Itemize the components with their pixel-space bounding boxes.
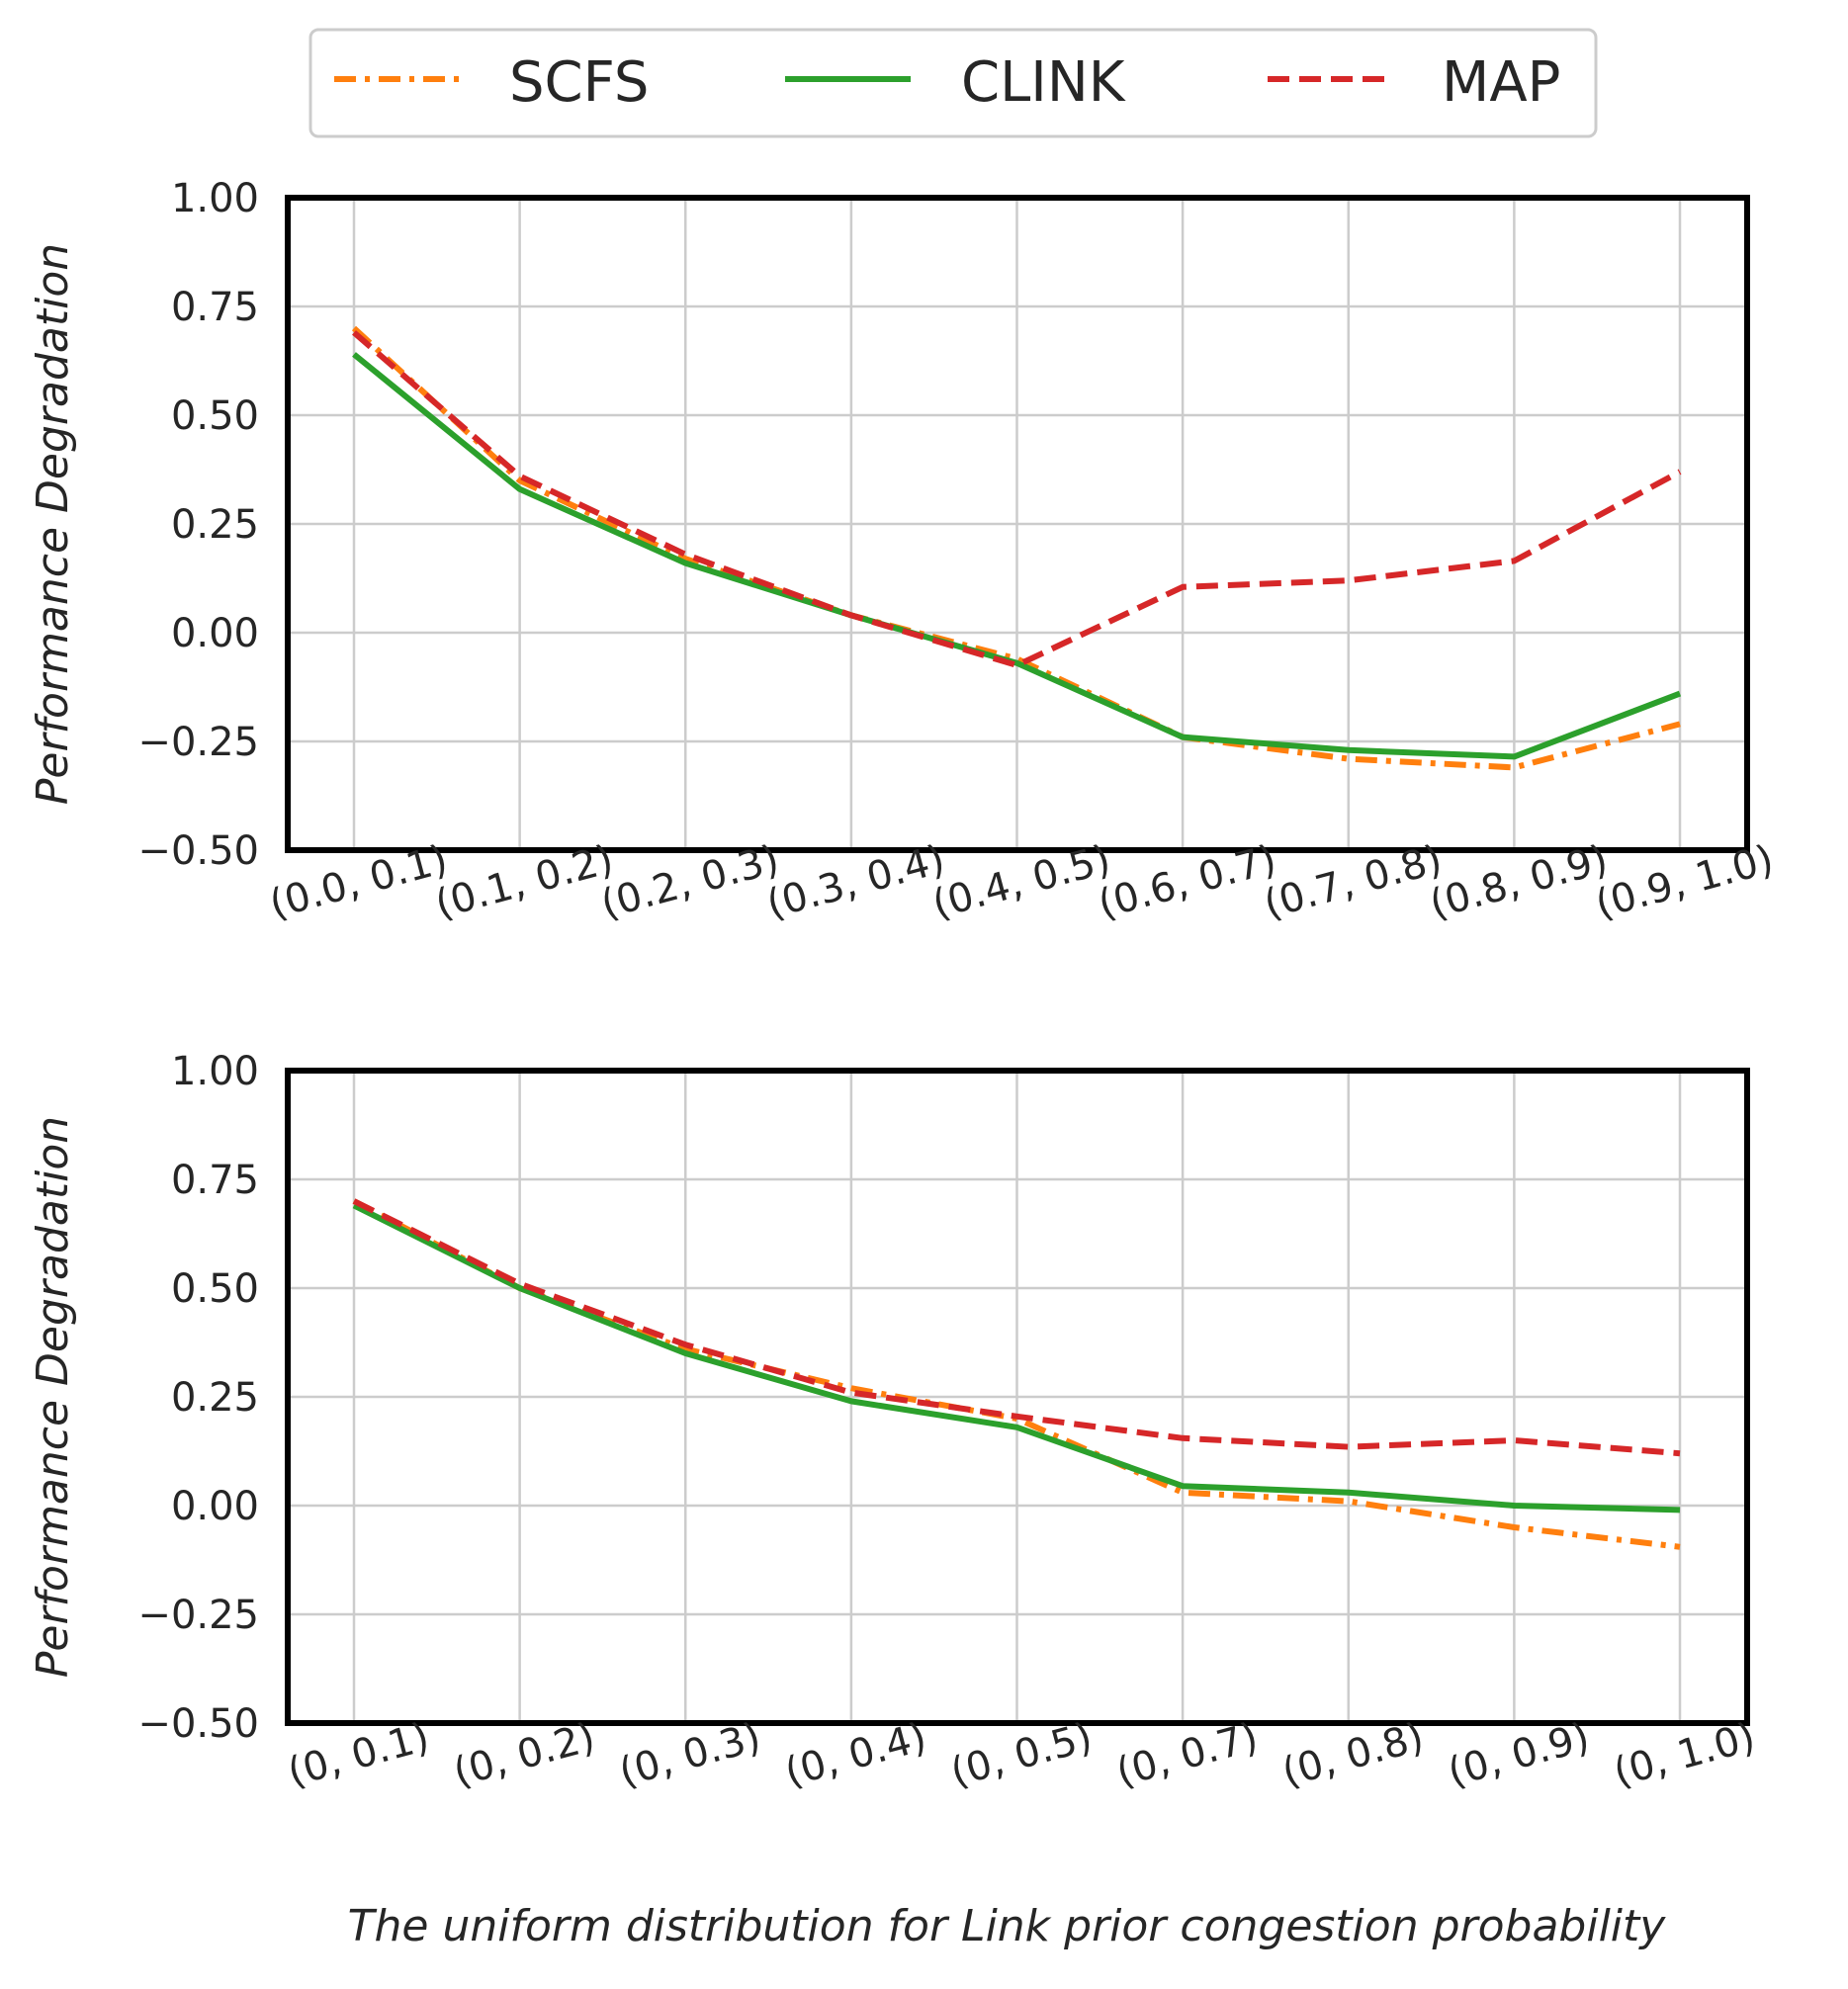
bottom-chart-y-tick-label: 0.00: [171, 1484, 259, 1529]
bottom-chart-y-tick-label: 0.50: [171, 1266, 259, 1312]
bottom-chart-x-tick-label: (0, 0.3): [615, 1714, 766, 1795]
x-axis-label: The uniform distribution for Link prior …: [348, 1901, 1667, 1951]
top-chart-y-tick-label: −0.25: [137, 720, 259, 765]
bottom-chart-y-tick-label: 0.25: [171, 1375, 259, 1421]
bottom-chart-y-axis-label: Performance Degradation: [28, 1116, 78, 1678]
bottom-chart-x-tick-label: (0, 0.1): [283, 1714, 434, 1795]
top-chart-series-scfs: [351, 325, 1681, 771]
bottom-chart-x-tick-label: (0, 0.4): [780, 1714, 931, 1795]
bottom-chart-x-tick-label: (0, 0.7): [1111, 1714, 1263, 1795]
bottom-chart-y-tick-label: 1.00: [171, 1049, 259, 1094]
bottom-chart-grid: [288, 1069, 1747, 1725]
bottom-chart-frame: [285, 1068, 1750, 1726]
bottom-chart-y-ticks: 1.00 0.75 0.50 0.25 0.00 −0.25 −0.50: [137, 1049, 259, 1747]
top-chart-y-tick-label: 0.25: [171, 502, 259, 548]
top-chart-frame: [285, 195, 1750, 853]
legend: SCFS CLINK MAP: [308, 28, 1598, 138]
top-chart-y-ticks: 1.00 0.75 0.50 0.25 0.00 −0.25 −0.50: [137, 176, 259, 874]
top-chart-y-tick-label: 0.50: [171, 393, 259, 439]
top-chart-y-tick-label: −0.50: [137, 828, 259, 874]
bottom-chart-y-tick-label: −0.50: [137, 1701, 259, 1747]
bottom-chart-x-tick-label: (0, 0.2): [449, 1714, 600, 1795]
bottom-chart-x-tick-label: (0, 0.5): [946, 1714, 1098, 1795]
bottom-chart-y-tick-label: −0.25: [137, 1593, 259, 1638]
bottom-chart-x-tick-label: (0, 1.0): [1609, 1714, 1760, 1795]
legend-label-clink: CLINK: [961, 50, 1126, 115]
legend-label-map: MAP: [1442, 50, 1560, 115]
bottom-chart-x-ticks: (0, 0.1) (0, 0.2) (0, 0.3) (0, 0.4) (0, 0.5)…: [283, 1714, 1760, 1795]
legend-label-scfs: SCFS: [509, 50, 649, 115]
top-chart-series: [351, 325, 1682, 771]
top-chart-series-map: [352, 330, 1682, 668]
top-chart-y-tick-label: 0.75: [171, 285, 259, 330]
bottom-chart-series: [352, 1198, 1681, 1550]
top-chart-panel: 1.000.750.500.250.00−0.25−0.50 (0.0, 0.1…: [28, 176, 1778, 927]
bottom-chart-x-tick-label: (0, 0.9): [1444, 1714, 1595, 1795]
top-chart-y-tick-label: 0.00: [171, 611, 259, 656]
top-chart-y-tick-label: 1.00: [171, 176, 259, 221]
top-chart-grid: [288, 196, 1747, 852]
legend-frame: [308, 28, 1598, 138]
bottom-chart-y-tick-label: 0.75: [171, 1158, 259, 1203]
top-chart-y-axis-label: Performance Degradation: [28, 243, 78, 805]
bottom-chart-x-tick-label: (0, 0.8): [1277, 1714, 1429, 1795]
bottom-chart-panel: 1.000.750.500.250.00−0.25−0.50 (0, 0.1)(…: [28, 1049, 1760, 1796]
